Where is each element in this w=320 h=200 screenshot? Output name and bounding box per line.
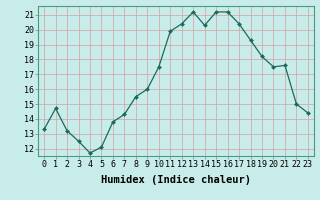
X-axis label: Humidex (Indice chaleur): Humidex (Indice chaleur) bbox=[101, 175, 251, 185]
